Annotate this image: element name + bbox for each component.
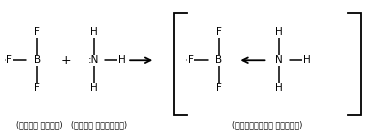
Text: H: H [118, 55, 125, 65]
Text: (यौगात्मक यौगिक): (यौगात्मक यौगिक) [232, 121, 303, 130]
Text: H: H [303, 55, 310, 65]
Text: H: H [90, 83, 97, 93]
Text: H: H [90, 27, 97, 37]
Text: F: F [216, 83, 222, 93]
Text: (लूइस क्षारक): (लूइस क्षारक) [71, 121, 127, 130]
Text: N: N [275, 55, 282, 65]
Text: F: F [6, 55, 12, 65]
Text: H: H [275, 27, 282, 37]
Text: F: F [34, 83, 40, 93]
Text: +: + [60, 54, 71, 67]
Text: (लूइस अम्ल): (लूइस अम्ल) [16, 121, 62, 130]
Text: B: B [215, 55, 223, 65]
Text: F: F [188, 55, 194, 65]
Text: B: B [34, 55, 41, 65]
Text: F: F [34, 27, 40, 37]
Text: :N: :N [88, 55, 99, 65]
Text: F: F [216, 27, 222, 37]
Text: H: H [275, 83, 282, 93]
